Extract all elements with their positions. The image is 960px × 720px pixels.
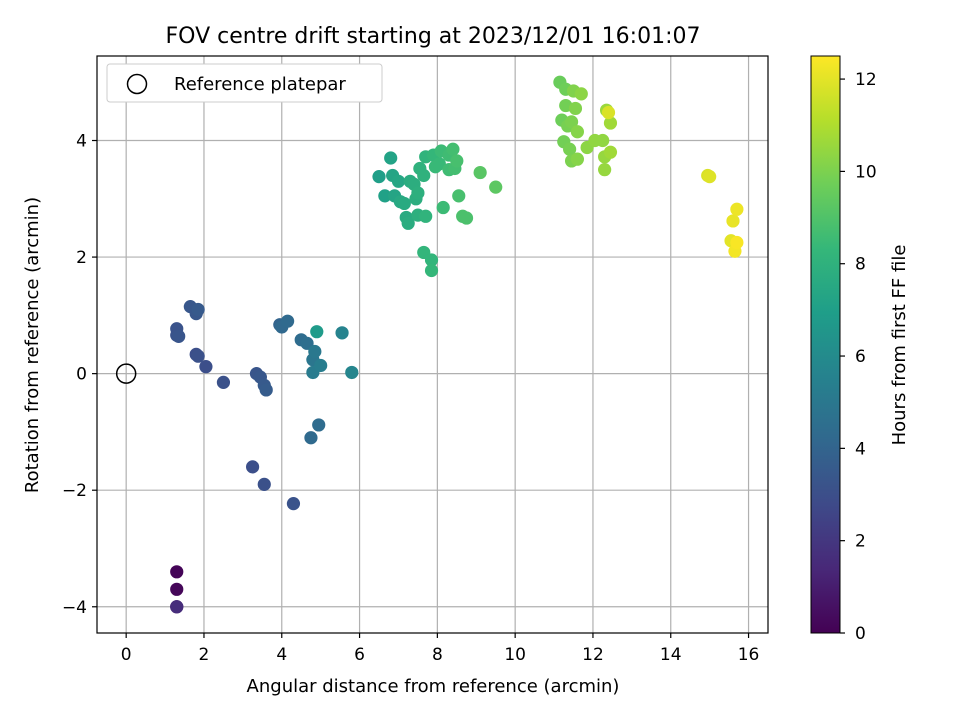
x-tick-label: 6 [354, 645, 365, 665]
data-point [417, 168, 431, 183]
data-point [300, 336, 314, 350]
data-point [170, 565, 184, 579]
legend: Reference platepar [106, 63, 383, 103]
data-point [372, 170, 386, 184]
data-point [397, 196, 411, 211]
data-point [450, 154, 464, 168]
colorbar-tick-label: 10 [855, 162, 877, 182]
colorbar-tick-label: 8 [855, 255, 866, 275]
data-point [378, 189, 392, 203]
data-point [424, 253, 439, 267]
grid-lines [97, 56, 768, 633]
colorbar-tick-label: 2 [855, 532, 866, 552]
data-point [308, 344, 322, 359]
data-point [564, 115, 579, 129]
data-points [115, 75, 744, 614]
data-point [603, 116, 618, 130]
x-tick-label: 14 [660, 645, 682, 665]
data-point [459, 211, 474, 225]
data-point [216, 375, 231, 389]
data-point [436, 200, 450, 215]
reference-point [115, 363, 137, 384]
x-tick-label: 16 [738, 645, 760, 665]
x-tick-label: 4 [276, 645, 287, 665]
data-point [304, 431, 318, 445]
data-point [314, 358, 328, 373]
plot-frame [96, 55, 769, 634]
data-point [286, 497, 301, 511]
colorbar-tick-label: 6 [855, 347, 866, 367]
data-point [191, 349, 205, 363]
x-tick-label: 10 [504, 645, 526, 665]
x-axis-label: Angular distance from reference (arcmin) [247, 676, 620, 697]
x-tick-label: 0 [121, 645, 132, 665]
y-tick-label: −4 [62, 598, 87, 618]
axes: 0 2 4 6 8 10 12 14 16 −4 −2 0 2 4 [62, 55, 769, 665]
data-point [730, 202, 744, 216]
legend-marker-icon [126, 73, 148, 95]
data-point [574, 87, 588, 101]
data-point [335, 326, 349, 340]
x-tick-label: 8 [432, 645, 443, 665]
data-point [345, 365, 359, 380]
data-point [596, 133, 610, 148]
data-point [170, 600, 184, 614]
data-point [473, 165, 487, 180]
data-point [432, 157, 446, 171]
data-point [191, 302, 205, 317]
data-point [568, 101, 583, 116]
data-point [281, 314, 295, 328]
y-tick-label: −2 [62, 481, 87, 501]
legend-box [106, 63, 383, 103]
data-point [199, 360, 213, 374]
data-point [419, 209, 433, 223]
colorbar-tick-label: 0 [855, 624, 866, 644]
colorbar-ticks: 0 2 4 6 8 10 12 [840, 70, 877, 644]
x-tick-label: 2 [199, 645, 210, 665]
data-point [726, 214, 740, 228]
colorbar-tick-label: 12 [855, 70, 877, 90]
legend-label: Reference platepar [174, 74, 346, 95]
x-tick-label: 12 [582, 645, 604, 665]
data-point [730, 235, 744, 250]
y-axis-label: Rotation from reference (arcmin) [22, 197, 43, 493]
data-point [257, 477, 271, 491]
data-point [245, 460, 260, 474]
data-point [446, 142, 460, 156]
data-point [170, 582, 184, 596]
data-point [563, 142, 577, 156]
colorbar [810, 55, 841, 634]
colorbar-tick-label: 4 [855, 439, 866, 459]
colorbar-label: Hours from first FF file [889, 245, 910, 446]
y-tick-label: 0 [76, 365, 87, 385]
data-point [601, 105, 616, 120]
y-tick-label: 4 [76, 132, 87, 152]
data-point [603, 145, 618, 159]
data-point [570, 152, 584, 166]
data-point [570, 125, 584, 139]
data-point [172, 329, 186, 343]
data-point [259, 383, 273, 397]
chart-title: FOV centre drift starting at 2023/12/01 … [166, 24, 701, 49]
data-point [703, 170, 717, 184]
y-tick-label: 2 [76, 248, 87, 268]
data-point [424, 263, 439, 278]
data-point [401, 216, 415, 230]
data-point [489, 180, 503, 194]
data-point [598, 163, 612, 177]
data-point [452, 189, 466, 203]
data-point [312, 418, 326, 432]
data-point [391, 174, 406, 188]
data-point [384, 151, 398, 165]
data-point [411, 186, 425, 200]
data-point [310, 325, 324, 339]
